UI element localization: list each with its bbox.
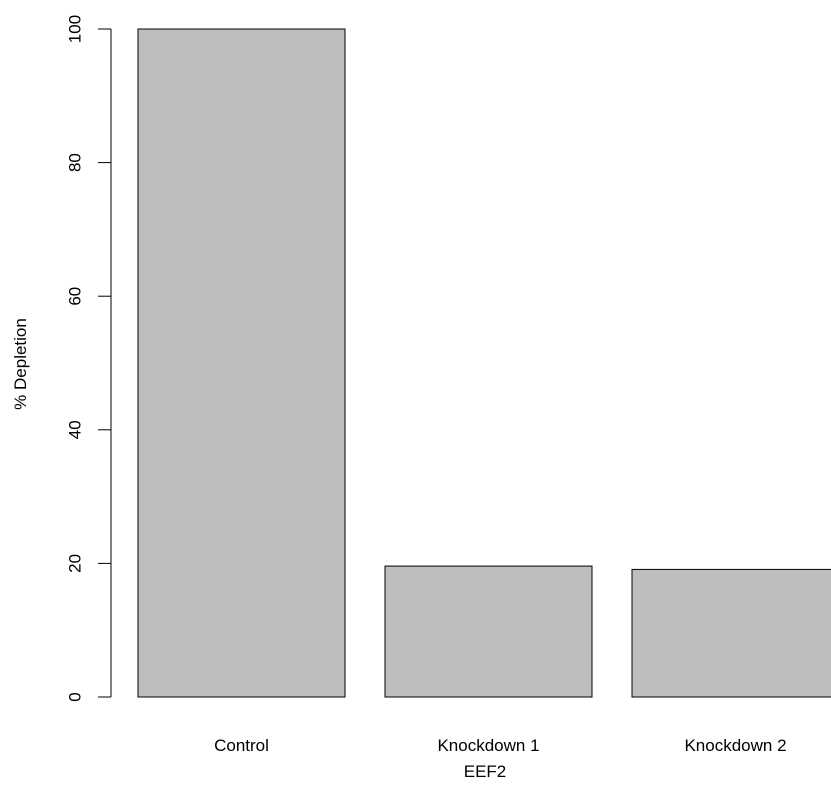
y-tick-label: 100 xyxy=(65,15,84,43)
bar-control xyxy=(137,28,346,698)
y-tick-label: 60 xyxy=(65,287,84,306)
x-tick-label: Control xyxy=(214,736,269,755)
y-tick-label: 40 xyxy=(65,420,84,439)
y-tick-label: 0 xyxy=(65,692,84,701)
y-tick-label: 80 xyxy=(65,153,84,172)
x-tick-label: Knockdown 1 xyxy=(437,736,539,755)
bar-knockdown-1 xyxy=(384,565,593,698)
bars xyxy=(137,28,831,698)
y-tick-label: 20 xyxy=(65,554,84,573)
bar-knockdown-2 xyxy=(631,568,831,698)
category-labels: Control Knockdown 1 Knockdown 2 xyxy=(214,736,786,755)
y-axis: 0 20 40 60 80 100 xyxy=(65,15,112,702)
x-tick-label: Knockdown 2 xyxy=(684,736,786,755)
x-axis-title: EEF2 xyxy=(464,762,507,781)
y-axis-title: % Depletion xyxy=(11,318,30,410)
